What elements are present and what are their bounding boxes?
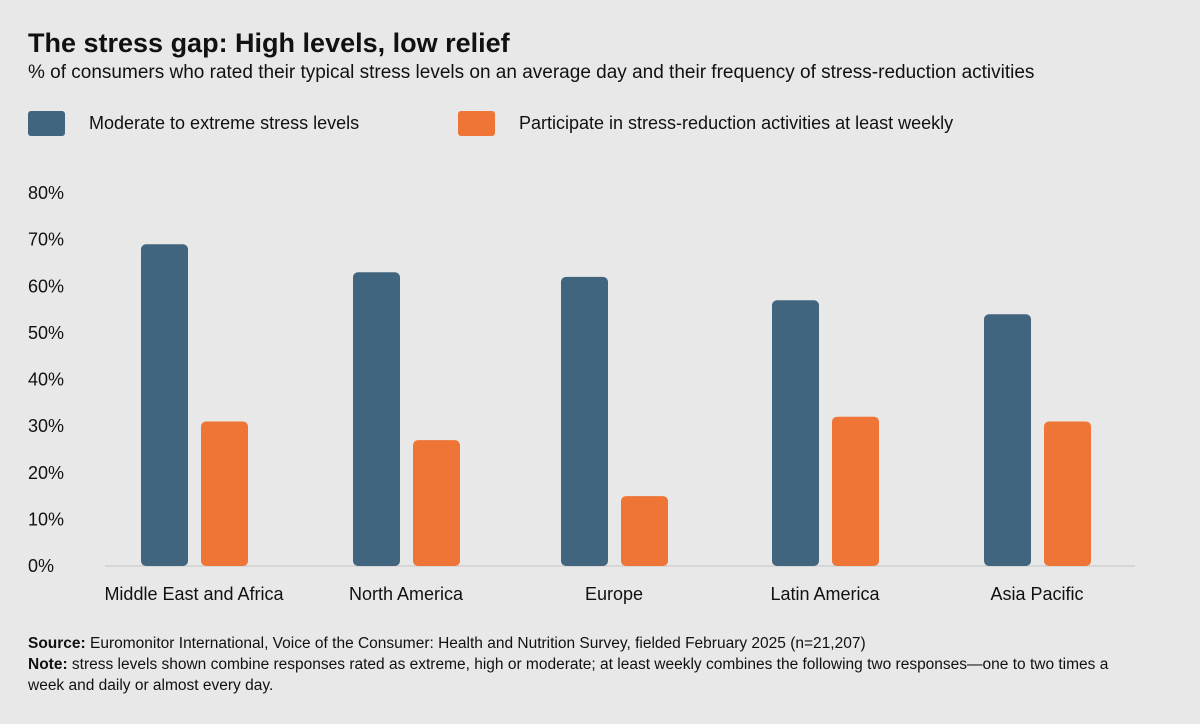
x-category-label: Asia Pacific xyxy=(990,584,1083,604)
note-label: Note: xyxy=(28,656,68,673)
bar-activities xyxy=(201,421,248,566)
y-tick-label: 20% xyxy=(28,463,64,483)
y-tick-label: 30% xyxy=(28,416,64,436)
note-line: Note: stress levels shown combine respon… xyxy=(28,654,1148,696)
y-tick-label: 70% xyxy=(28,230,64,250)
bar-activities xyxy=(1044,421,1091,566)
legend-item-activities: Participate in stress-reduction activiti… xyxy=(458,111,953,136)
bar-stress xyxy=(353,272,400,566)
y-tick-label: 10% xyxy=(28,509,64,529)
source-label: Source: xyxy=(28,635,86,652)
chart-title: The stress gap: High levels, low relief xyxy=(28,28,510,58)
bar-stress xyxy=(984,314,1031,566)
source-line: Source: Euromonitor International, Voice… xyxy=(28,633,1148,654)
x-category-label: North America xyxy=(349,584,464,604)
source-text: Euromonitor International, Voice of the … xyxy=(85,635,866,652)
legend-label-activities: Participate in stress-reduction activiti… xyxy=(519,113,954,133)
legend-swatch-activities xyxy=(458,111,495,136)
legend-item-stress: Moderate to extreme stress levels xyxy=(28,111,359,136)
bar-activities xyxy=(832,416,879,566)
bar-stress xyxy=(561,276,608,566)
bar-stress xyxy=(772,300,819,566)
y-tick-label: 40% xyxy=(28,370,64,390)
x-category-label: Latin America xyxy=(770,584,880,604)
y-tick-label: 50% xyxy=(28,323,64,343)
y-tick-label: 80% xyxy=(28,183,64,203)
chart-footer: Source: Euromonitor International, Voice… xyxy=(28,633,1148,696)
y-tick-label: 60% xyxy=(28,276,64,296)
bar-activities xyxy=(621,496,668,566)
x-category-label: Europe xyxy=(585,584,643,604)
legend-swatch-stress xyxy=(28,111,65,136)
bar-stress xyxy=(141,244,188,566)
note-text: stress levels shown combine responses ra… xyxy=(28,656,1109,694)
legend-label-stress: Moderate to extreme stress levels xyxy=(89,113,360,133)
chart-subtitle: % of consumers who rated their typical s… xyxy=(28,62,1035,83)
x-category-label: Middle East and Africa xyxy=(104,584,284,604)
bar-activities xyxy=(413,440,460,566)
y-tick-label: 0% xyxy=(28,556,54,576)
